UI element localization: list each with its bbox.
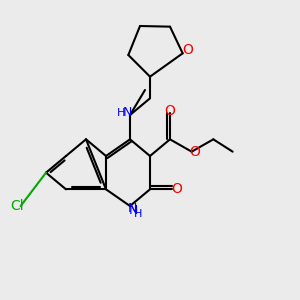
Text: O: O [189, 145, 200, 159]
Text: N: N [128, 205, 138, 218]
Text: N: N [127, 202, 137, 214]
Text: H: H [134, 209, 142, 219]
Text: O: O [182, 43, 193, 57]
Text: Cl: Cl [10, 199, 23, 213]
Text: H: H [117, 108, 125, 118]
Text: O: O [171, 182, 182, 196]
Text: O: O [165, 104, 176, 118]
Text: N: N [122, 106, 132, 119]
